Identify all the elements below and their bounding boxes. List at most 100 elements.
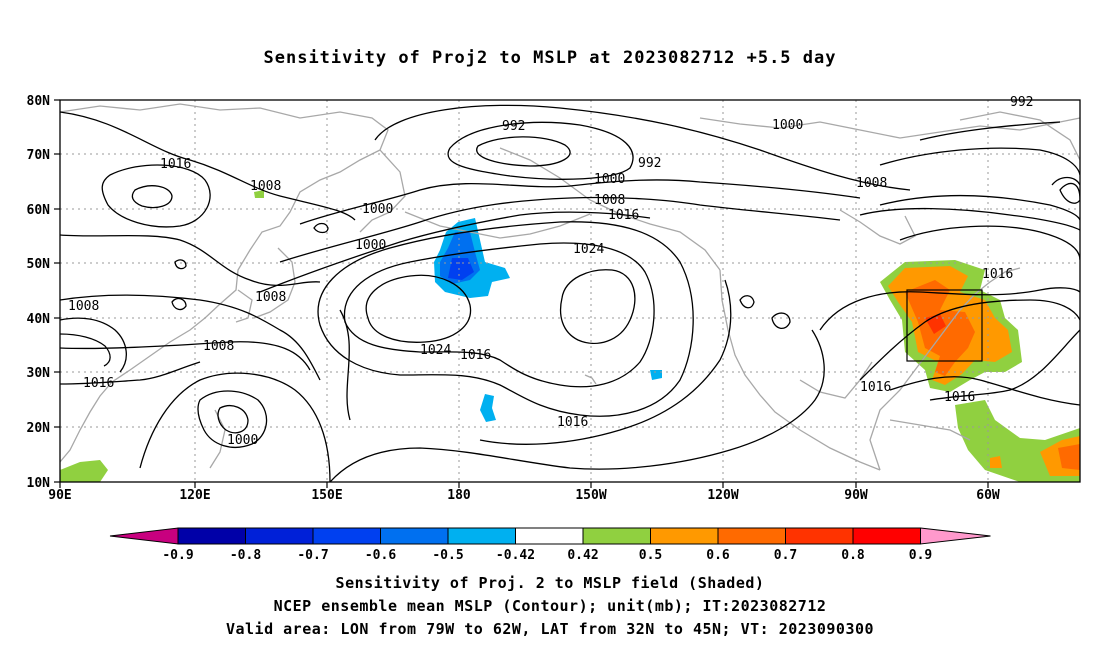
colorbar-segment — [177, 527, 246, 545]
contour-isobar — [259, 211, 651, 293]
colorbar-segment — [785, 527, 854, 545]
lon-label: 120W — [707, 488, 738, 503]
contour-high-core-east — [559, 269, 636, 344]
colorbar-tick-label: 0.7 — [774, 548, 797, 563]
colorbar-segment — [447, 527, 516, 545]
contour-isobar — [879, 194, 1080, 221]
colorbar-triangle-right — [920, 527, 991, 545]
grid-lines — [60, 100, 1080, 482]
coastline-philippines — [209, 409, 226, 469]
positive-sensitivity-dot — [254, 190, 264, 198]
coastline-greenland — [959, 111, 1080, 161]
lat-label: 50N — [27, 257, 51, 272]
colorbar-segment — [245, 527, 314, 545]
coastline-korea — [235, 289, 253, 323]
contour-label: 1000 — [227, 433, 258, 448]
colorbar-tick-label: -0.9 — [162, 548, 193, 563]
contour-label: 1024 — [573, 242, 604, 257]
negative-sensitivity-dot — [650, 370, 662, 380]
colorbar-tick-label: -0.7 — [297, 548, 328, 563]
colorbar-segment — [717, 527, 786, 545]
colorbar-tick-label: 0.8 — [841, 548, 865, 563]
contour-label: 1008 — [856, 176, 887, 191]
lon-label: 90W — [844, 488, 868, 503]
contour-label: 1000 — [594, 172, 625, 187]
colorbar-tick-label: 0.6 — [706, 548, 730, 563]
mslp-contours — [60, 104, 1080, 482]
contour-high-west-inner — [131, 185, 173, 209]
colorbar-segment — [312, 527, 381, 545]
contour-small-low — [313, 222, 329, 234]
contour-label: 1008 — [594, 193, 625, 208]
coastline-hawaii — [584, 374, 597, 385]
contour-small-high — [174, 259, 187, 270]
contour-isobar — [859, 207, 1080, 231]
negative-sensitivity-core-dark — [448, 258, 474, 280]
longitude-labels: 90E 120E 150E 180 150W 120W 90W 60W — [48, 488, 1000, 503]
footer-line-1: Sensitivity of Proj. 2 to MSLP field (Sh… — [335, 574, 765, 592]
contour-low-south-inner — [217, 405, 249, 434]
lat-label: 30N — [27, 366, 51, 381]
contour-small-high — [171, 297, 187, 311]
coastline-kamchatka — [359, 149, 406, 233]
lat-label: 10N — [27, 476, 51, 491]
contour-label: 1016 — [557, 415, 588, 430]
lat-label: 80N — [27, 94, 51, 109]
shading-layer — [60, 190, 1080, 482]
coastline-na-east — [869, 267, 1021, 471]
coastline-gulf-mexico — [799, 361, 873, 399]
coastline-japan — [253, 247, 296, 319]
lon-label: 60W — [976, 488, 1000, 503]
lon-label: 150W — [575, 488, 606, 503]
colorbar-tick-label: -0.8 — [230, 548, 261, 563]
contour-high-central-pacific-inner — [343, 242, 655, 388]
contour-label: 992 — [1010, 95, 1033, 110]
contour-isobar — [859, 299, 1080, 381]
valid-area-box — [906, 289, 983, 362]
coastline-north-canada — [699, 117, 1080, 139]
coastline-asia — [60, 103, 389, 463]
lon-label: 120E — [179, 488, 210, 503]
contour-label: 1016 — [944, 390, 975, 405]
contour-labels: 1016 1008 1000 1000 992 992 1000 1008 10… — [68, 95, 1033, 448]
positive-sensitivity-sw — [60, 460, 108, 482]
lat-label: 60N — [27, 203, 51, 218]
colorbar-segment — [380, 527, 449, 545]
contour-label: 1016 — [460, 348, 491, 363]
latitude-labels: 80N 70N 60N 50N 40N 30N 20N 10N — [27, 94, 51, 491]
contour-isobar — [819, 287, 1080, 331]
map-title: Sensitivity of Proj2 to MSLP at 20230827… — [263, 48, 837, 68]
contour-isobar — [60, 333, 111, 367]
contour-isobar — [60, 234, 321, 287]
negative-sensitivity-area-small — [480, 394, 496, 422]
contour-high-atlantic — [899, 225, 1080, 261]
contour-isobar — [329, 329, 825, 482]
contour-label: 1000 — [772, 118, 803, 133]
colorbar-tick-label: -0.42 — [496, 548, 535, 563]
contour-label: 1016 — [83, 376, 114, 391]
contour-label: 1000 — [355, 238, 386, 253]
contour-isobar — [374, 104, 911, 191]
colorbar-tick-label: 0.9 — [909, 548, 932, 563]
contour-small-high — [771, 312, 791, 329]
contour-valid-region-high — [1051, 176, 1080, 186]
lon-label: 150E — [311, 488, 342, 503]
contour-isobar — [299, 179, 861, 225]
colorbar-segment — [515, 527, 584, 545]
footer-line-2: NCEP ensemble mean MSLP (Contour); unit(… — [273, 597, 827, 615]
contour-isobar — [60, 294, 321, 381]
map-frame — [59, 99, 1081, 483]
contour-low-north-atlantic — [1059, 182, 1080, 204]
positive-sensitivity-south-spot — [990, 456, 1002, 468]
lat-label: 40N — [27, 312, 51, 327]
positive-sensitivity-south-peak — [1058, 444, 1080, 470]
contour-label: 1016 — [860, 380, 891, 395]
colorbar-tick-label: -0.5 — [432, 548, 463, 563]
contour-isobar — [60, 341, 311, 371]
colorbar-tick-label: 0.42 — [567, 548, 598, 563]
colorbar-triangle-left — [109, 527, 179, 545]
contour-high-west — [101, 164, 211, 228]
axis-ticks — [54, 99, 989, 488]
lon-label: 180 — [447, 488, 471, 503]
